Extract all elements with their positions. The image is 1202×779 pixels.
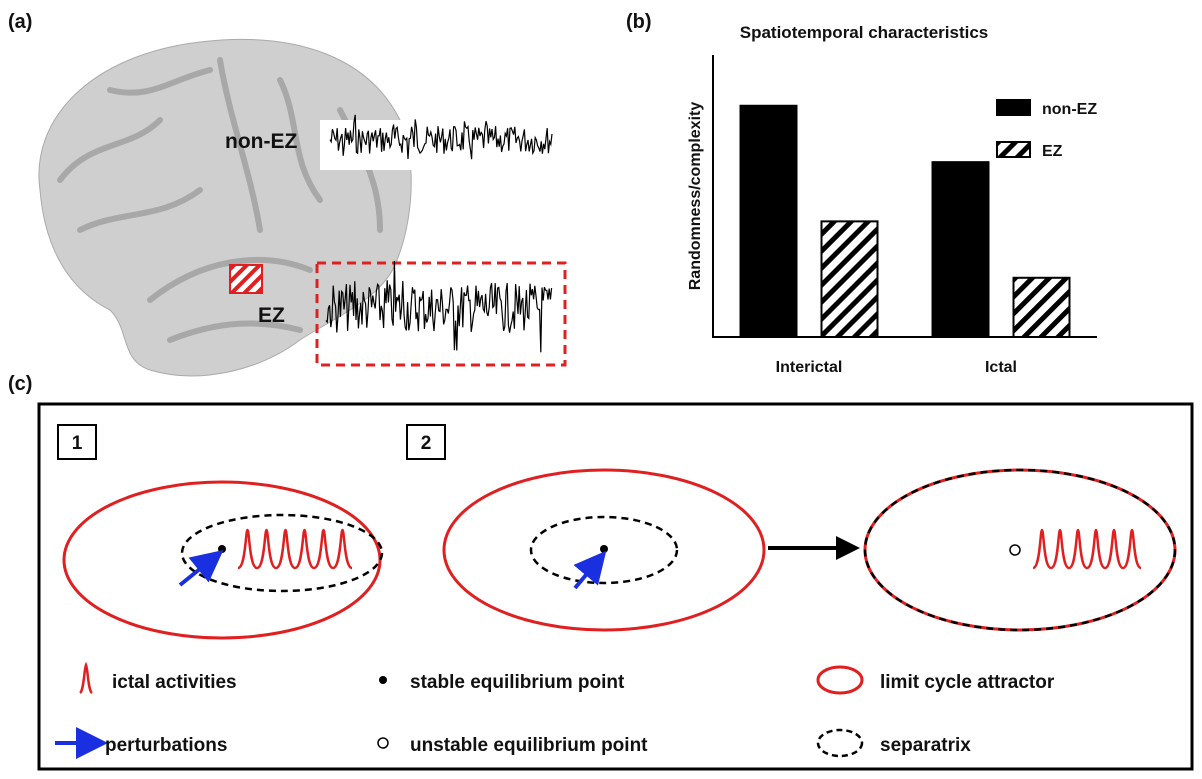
panel-frame: [39, 404, 1192, 769]
brain: [39, 39, 560, 375]
panel-label: (c): [8, 373, 32, 395]
legend-swatch: [997, 100, 1030, 115]
bar-chart: Spatiotemporal characteristics Randomnes…: [687, 23, 1097, 376]
legend-text: ictal activities: [112, 672, 237, 693]
panel-label: (a): [8, 11, 32, 33]
region-label: EZ: [258, 304, 285, 327]
bar: [741, 106, 797, 337]
step-label: 2: [421, 433, 432, 454]
legend-label: EZ: [1042, 143, 1063, 160]
legend-label: non-EZ: [1042, 101, 1097, 118]
ez-marker: [230, 265, 262, 293]
panel-label: (b): [626, 11, 652, 33]
step-label: 1: [72, 433, 83, 454]
legend-text: limit cycle attractor: [880, 672, 1055, 693]
figure: (a) (b) (c) non-EZ EZ Spatiotemporal cha…: [0, 0, 1202, 774]
phase-diagram: [55, 470, 1175, 756]
bar: [822, 221, 878, 337]
region-label: non-EZ: [225, 130, 297, 153]
legend-text: perturbations: [105, 735, 227, 756]
legend-text: unstable equilibrium point: [410, 735, 648, 756]
legend-text: stable equilibrium point: [410, 672, 625, 693]
y-axis-label: Randomness/complexity: [687, 102, 704, 291]
x-tick-label: Ictal: [985, 359, 1017, 376]
legend-text: separatrix: [880, 735, 971, 756]
bar: [933, 162, 989, 337]
chart-title: Spatiotemporal characteristics: [740, 23, 988, 42]
x-tick-label: Interictal: [776, 359, 843, 376]
bar: [1014, 278, 1070, 337]
legend-swatch: [997, 142, 1030, 157]
